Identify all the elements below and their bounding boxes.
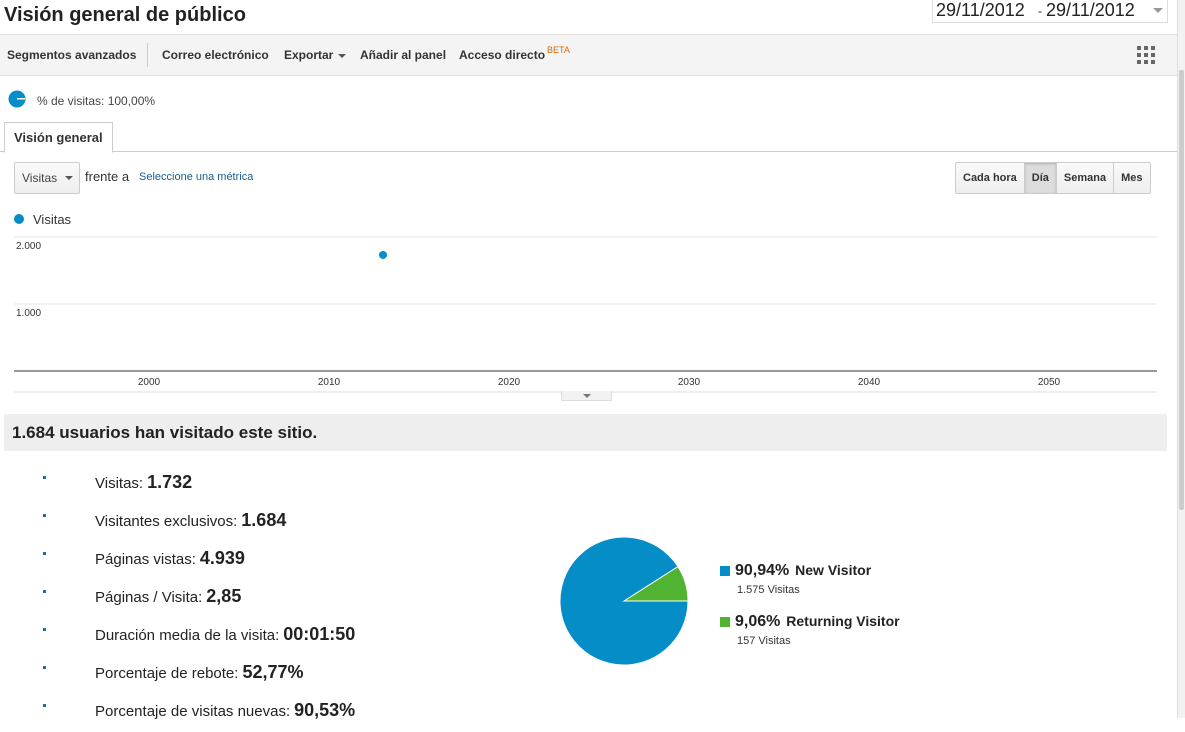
- stat-label: Visitas: 1.732: [95, 472, 192, 493]
- stat-value: 52,77%: [242, 662, 304, 682]
- y-tick-label: 2.000: [16, 241, 41, 252]
- pie-legend-percent: 9,06%: [735, 613, 781, 630]
- y-tick-label: 1.000: [16, 308, 41, 319]
- stat-value: 4.939: [199, 548, 245, 568]
- chevron-down-icon: [338, 53, 347, 58]
- stat-value: 1.732: [147, 472, 193, 492]
- stat-label-text: Porcentaje de visitas nuevas:: [95, 703, 291, 720]
- chevron-down-icon: [583, 394, 591, 398]
- chart-collapse-handle[interactable]: [561, 391, 612, 401]
- visitor-type-pie: [559, 536, 689, 666]
- metric-dropdown-value: Visitas: [22, 171, 58, 185]
- stat-label-text: Páginas / Visita:: [95, 589, 203, 606]
- legend-swatch: [720, 566, 730, 576]
- legend-marker: [14, 214, 24, 224]
- segment-pie-icon: [8, 90, 26, 108]
- pie-legend-percent: 90,94%: [735, 562, 790, 579]
- date-end: 29/11/2012: [1046, 0, 1135, 20]
- stat-label-text: Porcentaje de rebote:: [95, 665, 239, 682]
- shortcut-label: Acceso directo: [459, 48, 546, 62]
- date-range-picker[interactable]: 29/11/2012 - 29/11/2012: [932, 0, 1168, 23]
- metric-dropdown[interactable]: Visitas: [14, 162, 80, 194]
- granularity-toggle: Cada hora Día Semana Mes: [955, 162, 1151, 194]
- pie-legend-main: 90,94% New Visitor: [735, 562, 871, 580]
- stat-label-text: Visitantes exclusivos:: [95, 513, 238, 530]
- stat-label: Duración media de la visita: 00:01:50: [95, 624, 355, 645]
- advanced-segments-button[interactable]: Segmentos avanzados: [7, 48, 137, 62]
- bullet-icon: [43, 704, 46, 707]
- x-tick-label: 2020: [498, 377, 521, 388]
- date-separator: -: [1038, 4, 1042, 18]
- add-to-dashboard-button[interactable]: Añadir al panel: [360, 48, 447, 62]
- stat-value: 2,85: [206, 586, 242, 606]
- grid-view-icon[interactable]: [1136, 45, 1156, 65]
- export-label: Exportar: [284, 48, 334, 62]
- stat-label-text: Visitas:: [95, 475, 144, 492]
- legend-label: Visitas: [33, 212, 72, 227]
- segment-label: % de visitas: 100,00%: [37, 94, 156, 108]
- bullet-icon: [43, 552, 46, 555]
- summary-title: 1.684 usuarios han visitado este sitio.: [12, 423, 318, 442]
- pie-legend-visits: 157 Visitas: [737, 635, 791, 647]
- pie-legend-main: 9,06% Returning Visitor: [735, 613, 900, 631]
- stat-value: 90,53%: [294, 700, 356, 720]
- pie-legend-name: Returning Visitor: [786, 613, 900, 629]
- visits-chart: 2.000 1.000 2000 2010 2020 2030 2040 2050: [14, 236, 1157, 393]
- bullet-icon: [43, 590, 46, 593]
- email-button[interactable]: Correo electrónico: [162, 48, 269, 62]
- export-button[interactable]: Exportar: [284, 48, 347, 62]
- summary-header: 1.684 usuarios han visitado este sitio.: [4, 414, 1167, 451]
- tab-divider: [0, 151, 1177, 152]
- stat-value: 1.684: [241, 510, 287, 530]
- data-point: [379, 250, 387, 259]
- scrollbar-thumb[interactable]: [1179, 70, 1184, 510]
- pie-legend-name: New Visitor: [795, 562, 872, 578]
- granularity-hourly-button[interactable]: Cada hora: [956, 163, 1024, 193]
- select-metric-link[interactable]: Seleccione una métrica: [139, 171, 254, 183]
- bullet-icon: [43, 514, 46, 517]
- x-tick-label: 2030: [678, 377, 701, 388]
- stat-value: 00:01:50: [283, 624, 356, 644]
- chevron-down-icon[interactable]: [1153, 8, 1163, 13]
- stat-label: Páginas / Visita: 2,85: [95, 586, 241, 607]
- x-tick-label: 2040: [858, 377, 881, 388]
- stat-label: Páginas vistas: 4.939: [95, 548, 245, 569]
- stat-label: Porcentaje de visitas nuevas: 90,53%: [95, 700, 355, 721]
- bullet-icon: [43, 476, 46, 479]
- shortcut-button[interactable]: Acceso directo BETA: [459, 45, 570, 62]
- date-start: 29/11/2012: [936, 0, 1025, 20]
- pie-legend-visits: 1.575 Visitas: [737, 584, 800, 596]
- chevron-down-icon: [65, 176, 73, 180]
- x-tick-label: 2010: [318, 377, 341, 388]
- x-tick-label: 2050: [1038, 377, 1061, 388]
- stat-label-text: Duración media de la visita:: [95, 627, 280, 644]
- pie-slice: [559, 536, 689, 666]
- granularity-day-button[interactable]: Día: [1023, 163, 1056, 193]
- page-title: Visión general de público: [4, 4, 246, 26]
- x-tick-label: 2000: [138, 377, 161, 388]
- tab-overview[interactable]: Visión general: [4, 122, 113, 153]
- granularity-month-button[interactable]: Mes: [1113, 163, 1150, 193]
- bullet-icon: [43, 628, 46, 631]
- beta-badge: BETA: [547, 45, 570, 55]
- toolbar-divider: [147, 43, 148, 67]
- stat-label: Porcentaje de rebote: 52,77%: [95, 662, 304, 683]
- bullet-icon: [43, 666, 46, 669]
- stat-label: Visitantes exclusivos: 1.684: [95, 510, 286, 531]
- report-toolbar: Segmentos avanzados Correo electrónico E…: [0, 34, 1177, 76]
- granularity-week-button[interactable]: Semana: [1055, 163, 1114, 193]
- stat-label-text: Páginas vistas:: [95, 551, 196, 568]
- versus-label: frente a: [85, 169, 130, 184]
- legend-swatch: [720, 617, 730, 627]
